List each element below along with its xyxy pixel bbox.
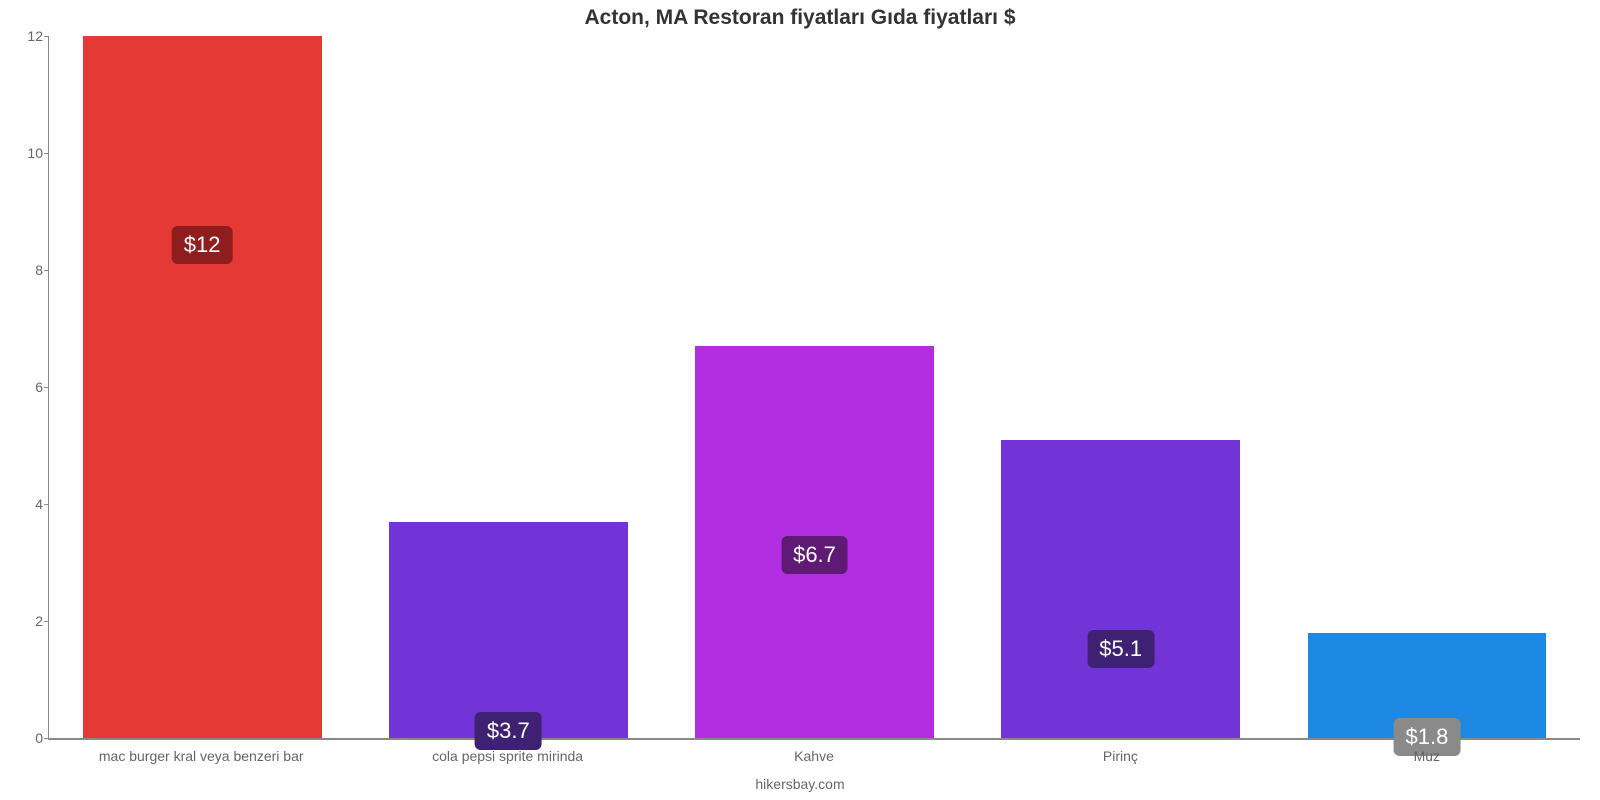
bar: $3.7 (389, 522, 628, 738)
value-badge: $12 (172, 226, 233, 264)
bar-slot: $1.8 (1274, 36, 1580, 738)
y-tick-mark (44, 504, 49, 505)
bar: $1.8 (1308, 633, 1547, 738)
x-axis-label: cola pepsi sprite mirinda (354, 748, 660, 764)
y-tick-label: 12 (9, 28, 43, 44)
bar-slot: $12 (49, 36, 355, 738)
y-tick-mark (44, 153, 49, 154)
y-tick-mark (44, 387, 49, 388)
y-tick-mark (44, 738, 49, 739)
bar-slot: $6.7 (661, 36, 967, 738)
bar-slot: $5.1 (968, 36, 1274, 738)
y-tick-label: 8 (9, 262, 43, 278)
price-bar-chart: Acton, MA Restoran fiyatları Gıda fiyatl… (0, 0, 1600, 800)
y-tick-label: 10 (9, 145, 43, 161)
chart-title: Acton, MA Restoran fiyatları Gıda fiyatl… (0, 0, 1600, 30)
y-tick-label: 6 (9, 379, 43, 395)
bar: $6.7 (695, 346, 934, 738)
plot-area: $12$3.7$6.7$5.1$1.8 024681012 (48, 36, 1580, 740)
x-axis-label: Muz (1274, 748, 1580, 764)
bar-row: $12 $3.7 $6.7 $5.1 $1.8 (49, 36, 1580, 738)
value-badge: $5.1 (1087, 630, 1154, 668)
value-badge: $3.7 (475, 712, 542, 750)
x-axis-label: Pirinç (967, 748, 1273, 764)
x-axis-label: mac burger kral veya benzeri bar (48, 748, 354, 764)
y-tick-label: 0 (9, 730, 43, 746)
bar: $5.1 (1001, 440, 1240, 738)
bar-slot: $3.7 (355, 36, 661, 738)
y-tick-mark (44, 36, 49, 37)
y-tick-label: 2 (9, 613, 43, 629)
y-tick-mark (44, 621, 49, 622)
chart-credit: hikersbay.com (0, 776, 1600, 792)
bar: $12 (83, 36, 322, 738)
y-tick-mark (44, 270, 49, 271)
x-axis-label: Kahve (661, 748, 967, 764)
x-axis-labels: mac burger kral veya benzeri barcola pep… (48, 748, 1580, 764)
y-tick-label: 4 (9, 496, 43, 512)
value-badge: $6.7 (781, 536, 848, 574)
